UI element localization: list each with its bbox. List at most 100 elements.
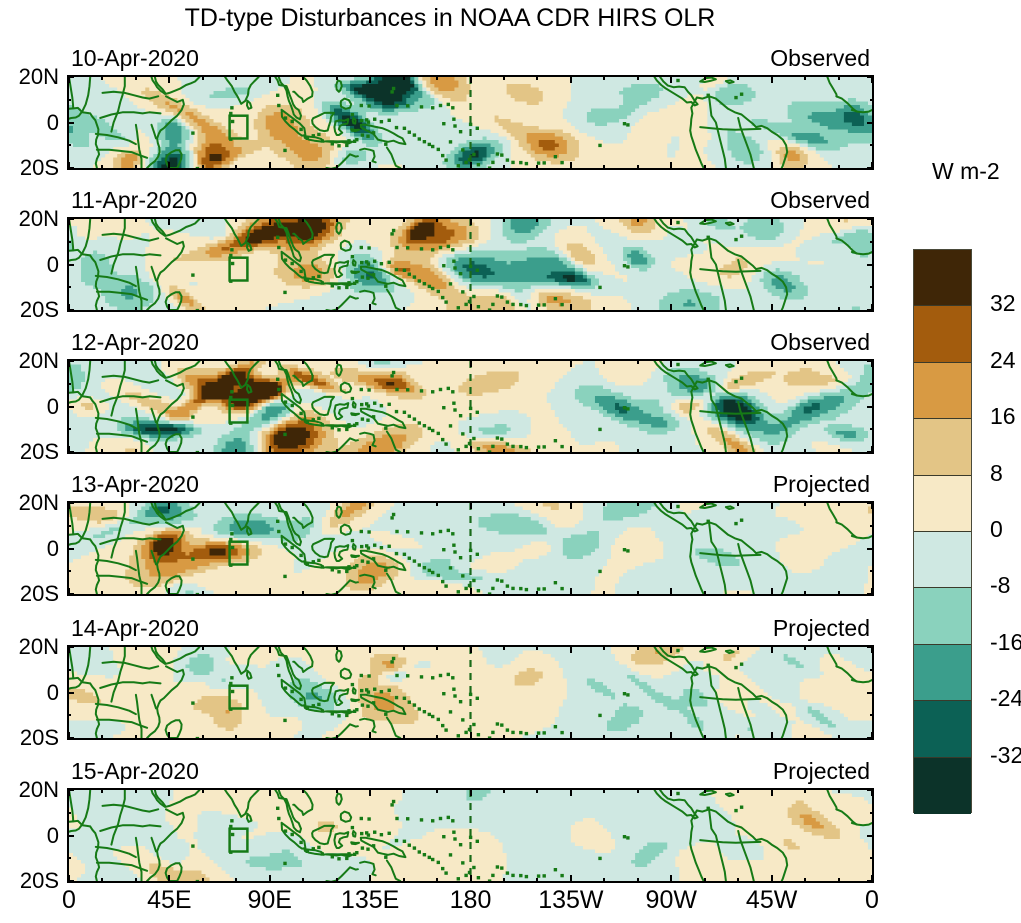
colorbar-tick-label: -32 (990, 741, 1021, 768)
x-tick-mark (268, 217, 271, 225)
x-tick-mark (770, 645, 773, 653)
y-axis-tick-label: 0 (46, 679, 59, 705)
x-tick-mark (770, 359, 773, 367)
x-tick-mark (402, 75, 405, 80)
x-tick-mark (369, 304, 372, 312)
x-tick-mark (703, 217, 706, 222)
x-tick-mark (636, 645, 639, 650)
x-tick-mark (502, 75, 505, 80)
x-tick-mark (703, 645, 706, 650)
y-axis-tick-label: 20N (18, 634, 59, 659)
panel-date-label: 11-Apr-2020 (71, 187, 198, 213)
x-tick-mark (670, 875, 673, 883)
x-tick-mark (670, 359, 673, 367)
x-tick-mark (134, 165, 137, 170)
x-tick-mark (737, 165, 740, 170)
x-tick-mark (235, 217, 238, 222)
x-tick-mark (536, 735, 539, 740)
colorbar-swatch (914, 475, 971, 532)
x-tick-mark (168, 75, 171, 83)
x-tick-mark (369, 788, 372, 796)
x-tick-mark (302, 307, 305, 312)
x-tick-mark (268, 588, 271, 596)
x-tick-mark (737, 217, 740, 222)
x-tick-mark (369, 588, 372, 596)
x-tick-mark (502, 449, 505, 454)
x-tick-mark (804, 735, 807, 740)
x-tick-mark (837, 645, 840, 650)
x-tick-mark (603, 217, 606, 222)
y-tick-mark (870, 240, 874, 243)
x-tick-mark (68, 732, 70, 740)
y-axis-tick-label: 20N (18, 64, 59, 89)
x-tick-mark (235, 591, 238, 596)
y-tick-mark (870, 714, 874, 717)
x-tick-mark (168, 162, 171, 170)
x-tick-mark (569, 304, 572, 312)
x-tick-mark (402, 217, 405, 222)
x-tick-mark (804, 878, 807, 883)
x-tick-mark (871, 501, 873, 509)
x-tick-mark (68, 588, 70, 596)
map-panel (67, 788, 874, 883)
x-tick-mark (536, 788, 539, 793)
y-tick-mark (67, 880, 74, 882)
x-tick-mark (201, 75, 204, 80)
x-tick-mark (436, 501, 439, 506)
x-tick-mark (603, 878, 606, 883)
x-tick-mark (302, 217, 305, 222)
colorbar-unit-label: W m-2 (932, 158, 1000, 184)
y-axis-tick-label: 20S (19, 297, 59, 322)
x-tick-mark (436, 645, 439, 650)
x-tick-mark (737, 359, 740, 364)
x-tick-mark (68, 446, 70, 454)
x-tick-mark (703, 878, 706, 883)
y-axis-tick-label: 0 (46, 393, 59, 419)
x-tick-mark (68, 645, 70, 653)
x-tick-mark (804, 165, 807, 170)
x-tick-mark (804, 449, 807, 454)
y-axis-tick-label: 20S (19, 155, 59, 180)
x-tick-mark (302, 591, 305, 596)
x-tick-mark (703, 165, 706, 170)
y-axis-tick-label: 0 (46, 109, 59, 135)
x-tick-mark (636, 449, 639, 454)
x-tick-mark (770, 588, 773, 596)
x-tick-mark (536, 591, 539, 596)
x-tick-mark (737, 645, 740, 650)
y-tick-mark (67, 451, 74, 453)
y-tick-mark (870, 811, 874, 814)
x-tick-mark (168, 217, 171, 225)
map-panel (67, 217, 874, 312)
panel-date-label: 13-Apr-2020 (71, 471, 199, 497)
x-tick-mark (101, 878, 104, 883)
x-tick-mark (101, 165, 104, 170)
y-tick-mark (67, 218, 74, 220)
x-tick-mark (603, 449, 606, 454)
x-tick-mark (569, 645, 572, 653)
panel-date-label: 12-Apr-2020 (71, 329, 199, 355)
x-tick-mark (268, 359, 271, 367)
page-title: TD-type Disturbances in NOAA CDR HIRS OL… (184, 4, 716, 32)
x-tick-mark (737, 449, 740, 454)
y-tick-mark (867, 593, 874, 595)
x-tick-mark (101, 449, 104, 454)
x-tick-mark (302, 75, 305, 80)
x-tick-mark (134, 359, 137, 364)
y-axis-tick-label: 20N (18, 206, 59, 231)
x-tick-mark (268, 645, 271, 653)
y-tick-mark (867, 76, 874, 78)
x-tick-mark (636, 878, 639, 883)
x-tick-mark (68, 359, 70, 367)
x-tick-mark (201, 735, 204, 740)
x-tick-mark (68, 501, 70, 509)
x-tick-mark (569, 501, 572, 509)
y-tick-mark (67, 263, 74, 266)
x-tick-mark (536, 307, 539, 312)
panel-status-label: Projected (772, 471, 870, 497)
x-tick-mark (469, 501, 472, 509)
x-tick-mark (603, 735, 606, 740)
colorbar-swatch (914, 419, 971, 476)
x-tick-mark (335, 75, 338, 80)
x-tick-mark (469, 75, 472, 83)
